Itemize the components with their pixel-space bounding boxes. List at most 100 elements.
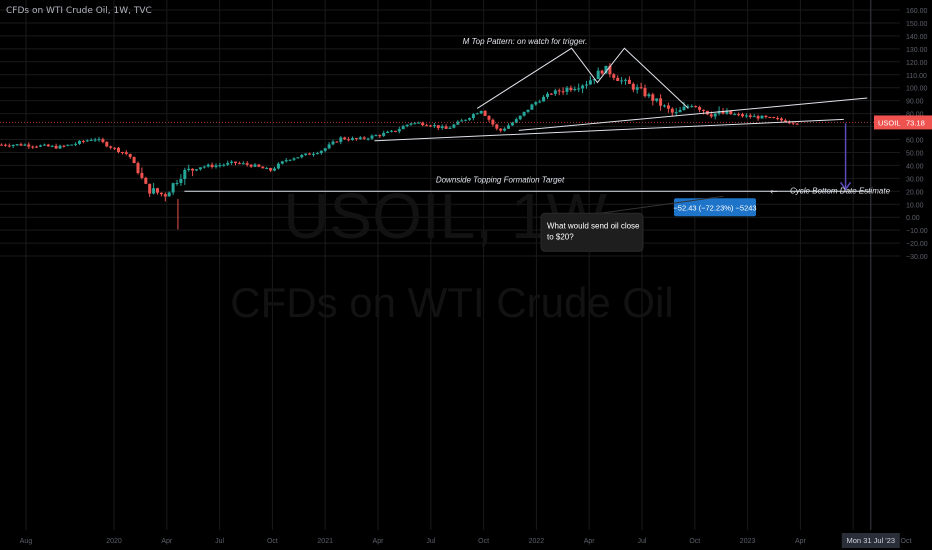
price-tick-label: 130.00	[906, 47, 928, 54]
candle-body	[698, 107, 702, 110]
time-tick-label: Apr	[795, 538, 807, 545]
candle-body	[304, 153, 308, 155]
candle-body	[510, 122, 514, 126]
price-tick-label: 150.00	[906, 21, 928, 28]
candle-body	[175, 182, 179, 184]
candle-body	[666, 105, 670, 109]
grid	[0, 0, 907, 530]
candle-body	[620, 80, 624, 82]
candle-body	[503, 128, 507, 131]
candle-body	[577, 88, 581, 90]
symbol-title[interactable]: CFDs on WTI Crude Oil, 1W, TVC	[6, 6, 152, 16]
callout-line2: to $20?	[547, 232, 574, 241]
drawings[interactable]: M Top Pattern: on watch for trigger. Down…	[0, 0, 900, 530]
candle-body	[315, 153, 319, 155]
candle-body	[179, 179, 183, 183]
candle-body	[374, 135, 378, 137]
time-axis-background	[0, 532, 932, 550]
candle-body	[631, 83, 635, 90]
candle-body	[507, 125, 510, 129]
candle-body	[776, 118, 780, 120]
candle-body	[319, 150, 323, 154]
candle-body	[393, 130, 397, 132]
candle-body	[85, 140, 89, 142]
candle-body	[436, 125, 440, 128]
candle-body	[339, 137, 343, 142]
candle-body	[226, 162, 230, 165]
candle-body	[50, 145, 54, 147]
candle-body	[760, 115, 764, 119]
date-tag-box	[841, 533, 900, 548]
candle-body	[70, 144, 74, 146]
candle-body	[721, 111, 725, 114]
candle-body	[756, 116, 760, 119]
candle-body	[405, 124, 409, 127]
candle-body	[222, 164, 226, 166]
candle-body	[206, 164, 210, 167]
candle-body	[93, 139, 97, 141]
candle-body	[351, 138, 354, 140]
candle-body	[440, 126, 444, 128]
candle-body	[288, 159, 292, 161]
candle-body	[269, 168, 273, 171]
candle-body	[768, 116, 772, 118]
candle-body	[608, 65, 612, 75]
lower-trend-line	[374, 118, 844, 142]
price-tick-label: 100.00	[906, 86, 928, 93]
candle-body	[546, 93, 549, 97]
candle-body	[253, 164, 257, 167]
candle-body	[11, 144, 15, 147]
time-tick-label: Apr	[373, 538, 385, 545]
candle-body	[659, 98, 663, 106]
candle-body	[198, 167, 202, 170]
candle-body	[616, 77, 620, 81]
candle-body	[678, 110, 682, 113]
time-tick-label: Jul	[215, 538, 224, 545]
candle-body	[265, 168, 269, 170]
price-tick-label: 90.00	[906, 99, 924, 106]
candle-body	[444, 126, 448, 129]
time-tick-label: 2023	[740, 538, 756, 545]
candle-body	[343, 137, 347, 140]
price-tick-label: 60.00	[906, 138, 924, 145]
candle-body	[378, 135, 382, 137]
candle-body	[132, 157, 136, 164]
candle-body	[366, 138, 370, 140]
candle-body	[120, 151, 124, 153]
candle-body	[686, 106, 690, 108]
candle-body	[456, 121, 460, 125]
candle-body	[191, 168, 195, 171]
candle-body	[612, 74, 616, 78]
candle-body	[35, 146, 39, 148]
candle-body	[783, 120, 787, 123]
candle-body	[752, 116, 756, 118]
candle-body	[397, 129, 401, 132]
candle-body	[370, 135, 374, 139]
price-tag-box	[874, 115, 932, 130]
candle-body	[518, 115, 522, 120]
candle-body	[713, 113, 717, 117]
price-tag-value: 73.18	[906, 118, 925, 127]
candle-body	[81, 140, 85, 142]
candle-body	[276, 163, 280, 169]
candle-body	[218, 165, 222, 167]
candle-body	[0, 144, 3, 146]
candle-body	[565, 87, 569, 92]
watermark-name: CFDs on WTI Crude Oil	[230, 279, 673, 326]
candle-body	[159, 192, 163, 195]
candle-body	[117, 147, 120, 152]
candle-body	[362, 137, 366, 139]
candle-body	[62, 145, 66, 147]
candle-body	[530, 104, 534, 110]
candle-body	[748, 115, 752, 117]
candle-body	[3, 144, 7, 146]
candle-body	[475, 113, 479, 115]
candle-body	[19, 144, 23, 146]
price-tick-label: 120.00	[906, 60, 928, 67]
candle-body	[323, 148, 327, 151]
candle-body	[261, 166, 265, 169]
candle-body	[643, 87, 647, 97]
